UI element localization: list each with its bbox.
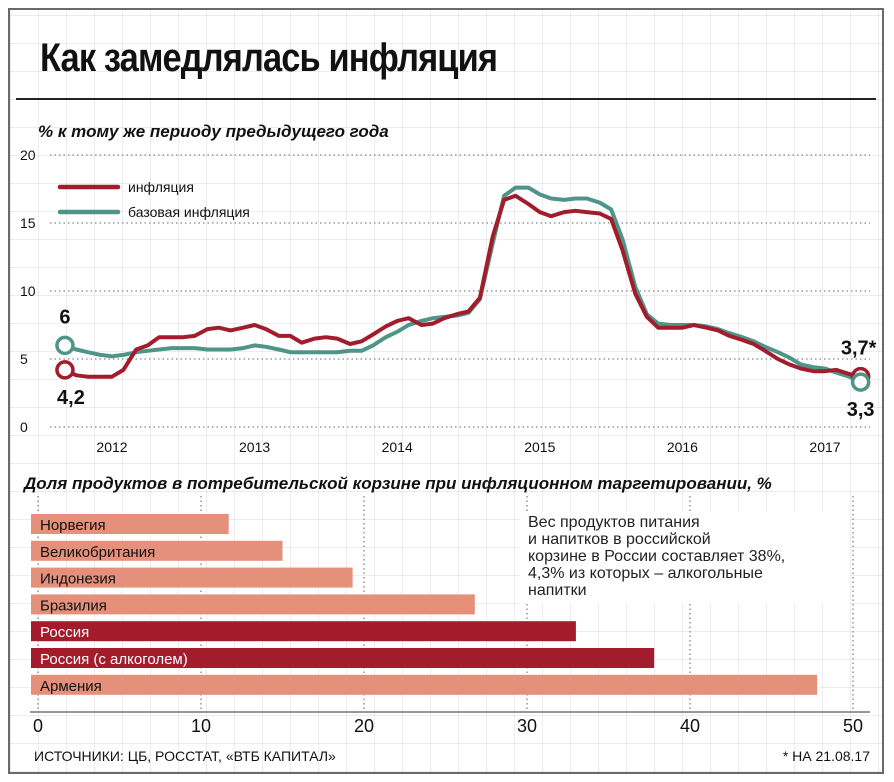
x-tick-label: 2016: [667, 439, 698, 455]
bar-category-label: Россия: [40, 624, 89, 641]
data-annotation: 4,2: [57, 387, 85, 409]
bar: [31, 594, 475, 615]
x-tick-label: 2012: [96, 439, 127, 455]
bar-category-label: Россия (с алкоголем): [40, 651, 188, 668]
bar-category-label: Норвегия: [40, 517, 106, 534]
note-line: напитки: [528, 582, 587, 599]
y-tick-label: 20: [20, 147, 36, 163]
data-annotation: 3,3: [847, 399, 875, 421]
x-tick-label: 2013: [239, 439, 270, 455]
x-tick-label: 2014: [382, 439, 413, 455]
bar-axis-tick-label: 50: [843, 716, 863, 736]
chart-frame: [8, 8, 884, 774]
note-line: и напитков в российской: [528, 531, 711, 548]
bar-axis-tick-label: 30: [517, 716, 537, 736]
y-tick-label: 15: [20, 215, 36, 231]
bar: [31, 674, 818, 695]
sources-footer: ИСТОЧНИКИ: ЦБ, РОССТАТ, «ВТБ КАПИТАЛ»: [34, 748, 336, 764]
food-weight-note: Вес продуктов питания и напитков в росси…: [520, 512, 850, 604]
bar-category-label: Бразилия: [40, 597, 107, 614]
core-endpoint-marker: [55, 335, 75, 356]
bar-category-label: Армения: [40, 678, 102, 695]
bar: [31, 514, 229, 534]
bar: [31, 621, 576, 642]
title-divider: [16, 98, 876, 100]
note-line: Вес продуктов питания: [528, 514, 700, 531]
page-title: Как замедлялась инфляция: [40, 36, 498, 80]
bar-axis-tick-label: 10: [191, 716, 211, 736]
note-line: корзине в России составляет 38%,: [528, 548, 786, 565]
legend-label-core: базовая инфляция: [128, 204, 250, 220]
x-tick-label: 2015: [524, 439, 555, 455]
note-line: 4,3% из которых – алкогольные: [528, 565, 763, 582]
inflation-line: [62, 193, 863, 379]
legend-label-inflation: инфляция: [128, 179, 194, 195]
bar: [31, 540, 283, 561]
bar: [31, 648, 655, 668]
y-tick-label: 5: [20, 351, 28, 367]
y-tick-label: 0: [20, 419, 28, 435]
x-tick-label: 2017: [809, 439, 840, 455]
bar-axis-tick-label: 40: [680, 716, 700, 736]
y-tick-label: 10: [20, 283, 36, 299]
bar: [31, 567, 353, 588]
line-chart-title: % к тому же периоду предыдущего года: [38, 122, 389, 141]
bar-axis-tick-label: 20: [354, 716, 374, 736]
inflation-endpoint-marker: [55, 360, 75, 380]
date-footnote: * НА 21.08.17: [782, 748, 870, 764]
core-endpoint-marker: [850, 372, 871, 392]
data-annotation: 6: [59, 306, 70, 328]
bar-chart-title: Доля продуктов в потребительской корзине…: [24, 474, 772, 493]
bar-category-label: Великобритания: [40, 544, 155, 561]
bar-axis-tick-label: 0: [33, 716, 43, 736]
data-annotation: 3,7*: [841, 338, 877, 360]
bar-category-label: Индонезия: [40, 571, 116, 588]
